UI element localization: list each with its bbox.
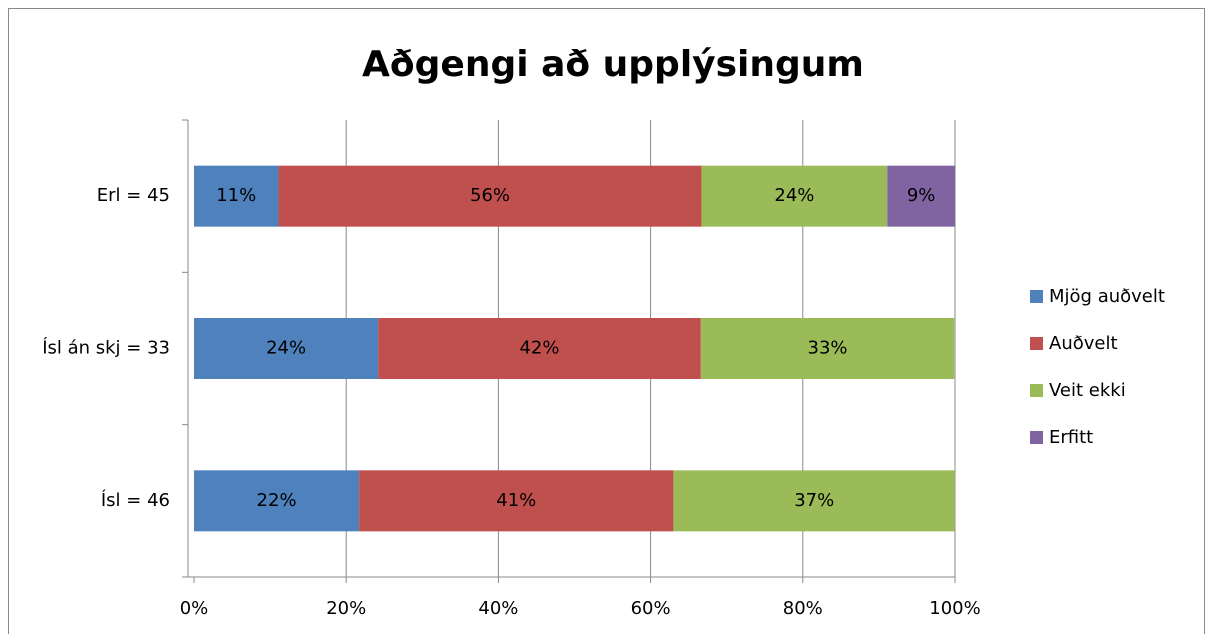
x-tick-label: 20% bbox=[326, 598, 366, 619]
chart-title: Aðgengi að upplýsingum bbox=[362, 44, 864, 85]
data-label: 37% bbox=[794, 490, 834, 511]
x-tick-label: 60% bbox=[631, 598, 671, 619]
data-label: 24% bbox=[266, 338, 306, 359]
bar-segment bbox=[700, 318, 955, 379]
y-tick-label: Erl = 45 bbox=[97, 185, 170, 206]
bar-segment bbox=[194, 470, 360, 532]
data-label: 41% bbox=[496, 490, 536, 511]
x-tick-label: 40% bbox=[478, 598, 518, 619]
bar-segment bbox=[359, 470, 674, 532]
x-tick-label: 0% bbox=[180, 598, 209, 619]
legend-label: Auðvelt bbox=[1049, 333, 1118, 354]
legend-swatch bbox=[1030, 337, 1043, 350]
legend-label: Erfitt bbox=[1049, 427, 1093, 448]
bar-segment bbox=[194, 318, 379, 379]
bar-segment bbox=[378, 318, 701, 379]
x-tick-label: 80% bbox=[783, 598, 823, 619]
data-label: 22% bbox=[257, 490, 297, 511]
legend-label: Veit ekki bbox=[1049, 380, 1126, 401]
legend-swatch bbox=[1030, 290, 1043, 303]
legend-label: Mjög auðvelt bbox=[1049, 286, 1165, 307]
data-label: 56% bbox=[470, 185, 510, 206]
data-label: 9% bbox=[907, 185, 936, 206]
legend-swatch bbox=[1030, 431, 1043, 444]
legend-swatch bbox=[1030, 384, 1043, 397]
data-label: 11% bbox=[216, 185, 256, 206]
bar-segment bbox=[673, 470, 955, 532]
bar-segment bbox=[701, 165, 888, 227]
y-tick-label: Ísl án skj = 33 bbox=[42, 337, 170, 359]
data-label: 24% bbox=[774, 185, 814, 206]
bar-segment bbox=[194, 165, 279, 227]
y-tick-label: Ísl = 46 bbox=[101, 489, 170, 511]
data-label: 42% bbox=[519, 338, 559, 359]
data-label: 33% bbox=[808, 338, 848, 359]
bar-segment bbox=[278, 165, 702, 227]
x-tick-label: 100% bbox=[929, 598, 980, 619]
bar-segment bbox=[887, 165, 955, 227]
